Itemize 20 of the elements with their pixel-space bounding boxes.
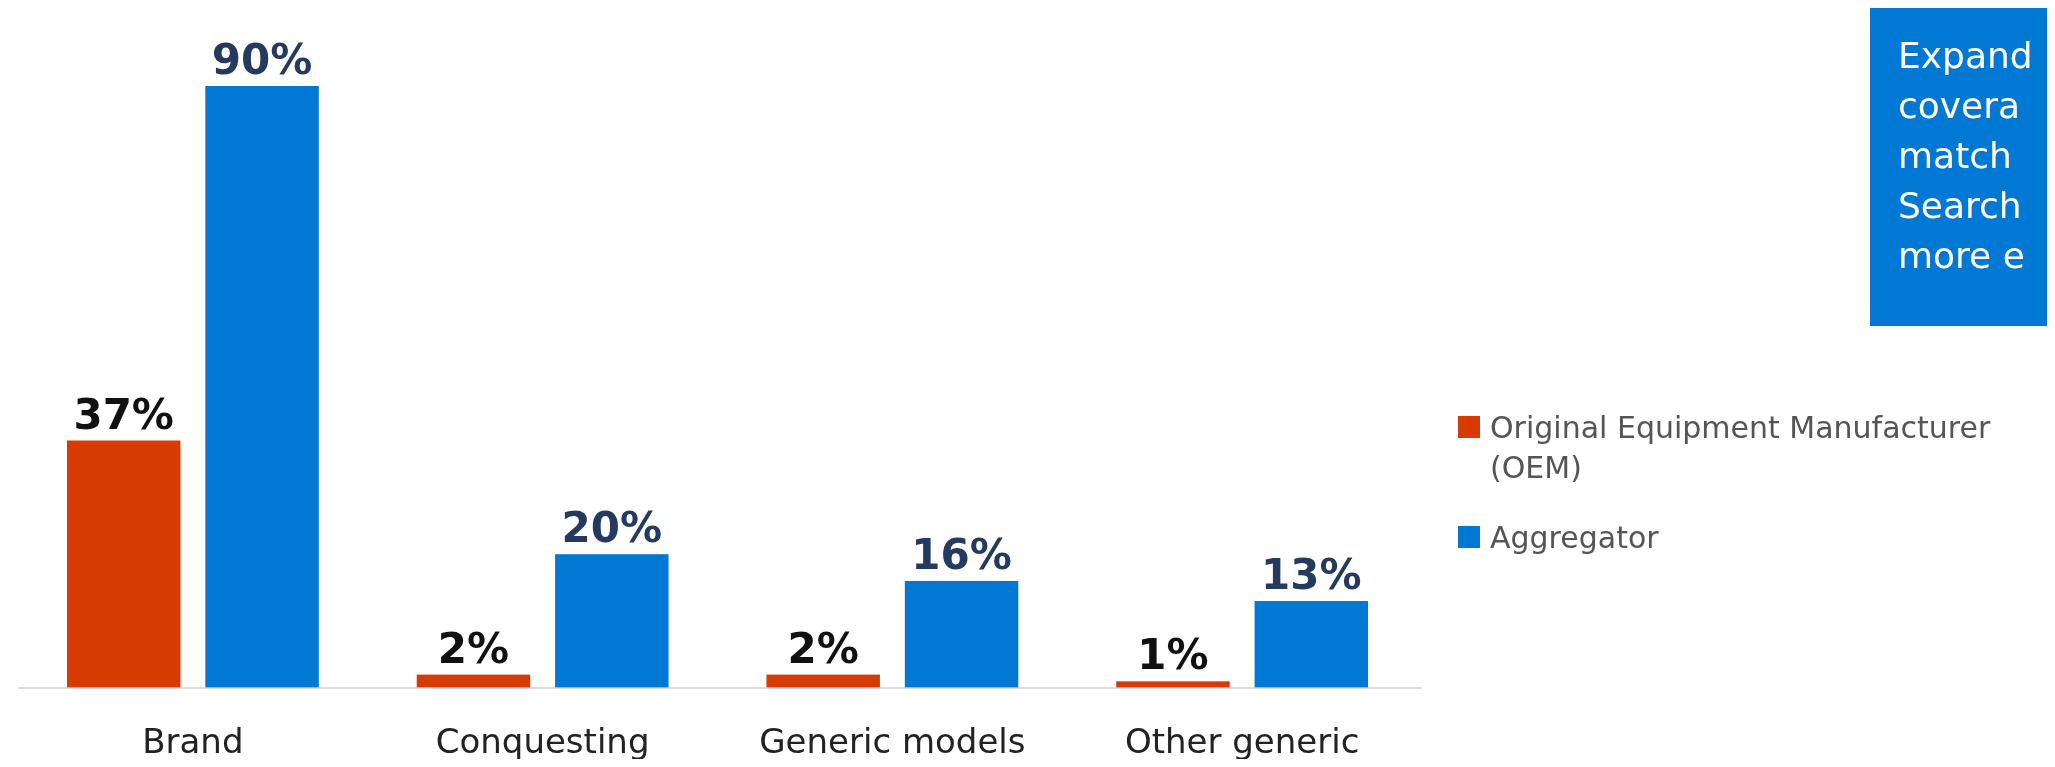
bar	[205, 86, 319, 688]
data-label: 90%	[211, 35, 313, 84]
data-label: 20%	[561, 503, 663, 553]
bar	[66, 440, 181, 688]
data-label: 2%	[787, 623, 859, 673]
data-label: 37%	[73, 389, 174, 439]
bar	[766, 674, 880, 688]
bar	[555, 554, 669, 688]
legend-label: Aggregator	[1490, 520, 1660, 555]
bar	[904, 580, 1019, 688]
x-tick-label: Brand	[142, 721, 244, 761]
data-label: 1%	[1137, 630, 1209, 680]
legend-label: Original Equipment Manufacturer (OEM)	[1490, 410, 1991, 485]
data-label: 2%	[437, 623, 510, 673]
data-label: 13%	[1261, 550, 1362, 600]
data-label: 16%	[911, 529, 1012, 579]
x-tick-label: Generic models	[759, 721, 1026, 761]
text: Expand covera match Search more e	[1898, 35, 2033, 276]
bar	[1116, 681, 1230, 688]
bar	[1254, 601, 1369, 688]
